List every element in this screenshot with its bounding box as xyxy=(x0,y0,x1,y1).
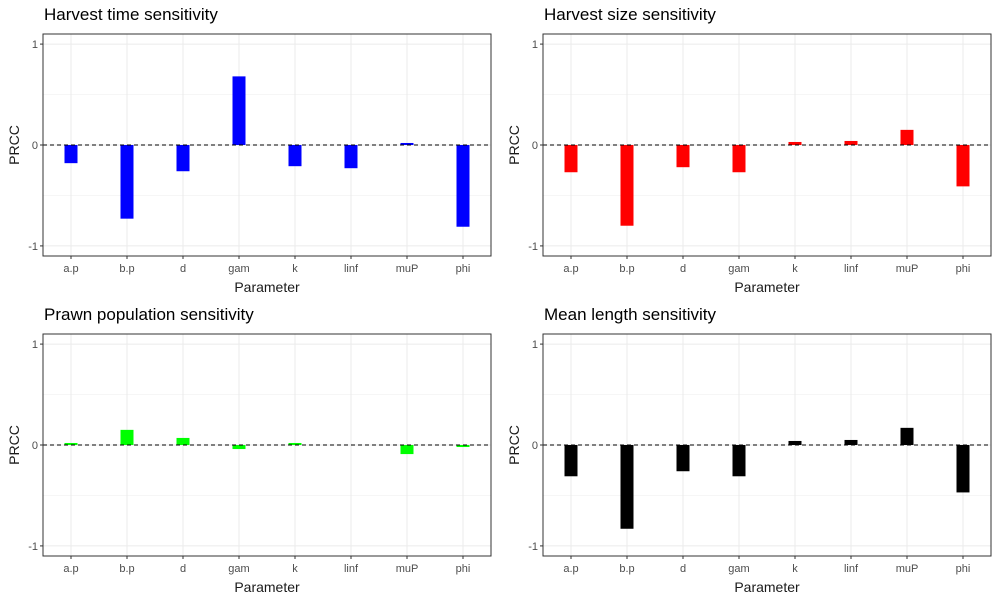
chart-panel-mean-length: -1 0 1 a.p b.p d gam k linf muP phi Mean length se… xyxy=(500,300,1000,600)
bar-gam xyxy=(232,76,246,145)
y-axis-label: PRCC xyxy=(6,425,22,465)
y-tick-label: -1 xyxy=(528,241,538,253)
x-tick-label: gam xyxy=(228,563,249,575)
x-tick-label: k xyxy=(292,263,298,275)
x-axis-label: Parameter xyxy=(234,579,300,595)
x-tick-label: linf xyxy=(844,563,859,575)
bar-phi xyxy=(956,445,970,493)
x-tick-label: muP xyxy=(396,563,419,575)
x-tick-label: k xyxy=(792,563,798,575)
bar-b.p xyxy=(120,145,134,219)
bar-d xyxy=(676,145,690,168)
y-tick-label: 0 xyxy=(32,440,38,452)
x-tick-label: a.p xyxy=(63,563,78,575)
y-tick-label: -1 xyxy=(528,541,538,553)
bar-a.p xyxy=(64,442,78,445)
x-tick-label: b.p xyxy=(619,263,634,275)
bar-b.p xyxy=(620,445,634,529)
y-axis-label: PRCC xyxy=(6,125,22,165)
x-tick-label: phi xyxy=(456,263,471,275)
x-tick-label: muP xyxy=(896,263,919,275)
chart-svg: -1 0 1 a.p b.p d gam k linf muP phi xyxy=(28,333,492,575)
y-tick-label: 1 xyxy=(532,39,538,51)
bar-d xyxy=(176,437,190,445)
x-tick-label: gam xyxy=(228,263,249,275)
x-tick-label: b.p xyxy=(119,263,134,275)
bar-k xyxy=(788,440,802,445)
x-tick-label: d xyxy=(180,563,186,575)
x-tick-label: muP xyxy=(396,263,419,275)
bar-k xyxy=(788,141,802,145)
chart-panel-prawn-population: -1 0 1 a.p b.p d gam k linf muP phi Prawn populati… xyxy=(0,300,500,600)
x-tick-label: k xyxy=(292,563,298,575)
bar-muP xyxy=(900,129,914,145)
bar-d xyxy=(676,445,690,472)
x-tick-label: linf xyxy=(344,263,359,275)
bar-muP xyxy=(400,142,414,145)
chart-panel-harvest-size: -1 0 1 a.p b.p d gam k linf muP phi Harvest size s… xyxy=(500,0,1000,300)
bar-k xyxy=(288,442,302,445)
x-tick-label: b.p xyxy=(619,563,634,575)
y-tick-label: 0 xyxy=(532,440,538,452)
x-tick-label: a.p xyxy=(563,263,578,275)
y-tick-label: -1 xyxy=(28,241,38,253)
y-tick-label: 1 xyxy=(32,339,38,351)
x-tick-label: phi xyxy=(456,563,471,575)
bar-linf xyxy=(844,140,858,145)
y-tick-label: 1 xyxy=(532,339,538,351)
y-axis-label: PRCC xyxy=(506,425,522,465)
x-tick-label: phi xyxy=(956,563,971,575)
y-tick-label: 0 xyxy=(532,140,538,152)
x-tick-label: d xyxy=(680,263,686,275)
bar-phi xyxy=(956,145,970,187)
x-axis-label: Parameter xyxy=(734,279,800,295)
y-tick-label: 1 xyxy=(32,39,38,51)
chart-svg: -1 0 1 a.p b.p d gam k linf muP phi xyxy=(528,333,992,575)
chart-title: Prawn population sensitivity xyxy=(44,305,254,324)
x-tick-label: gam xyxy=(728,263,749,275)
bar-muP xyxy=(900,427,914,445)
bar-b.p xyxy=(120,429,134,445)
bar-b.p xyxy=(620,145,634,226)
x-tick-label: phi xyxy=(956,263,971,275)
x-tick-label: b.p xyxy=(119,563,134,575)
bar-linf xyxy=(344,145,358,169)
bar-gam xyxy=(732,445,746,477)
x-tick-label: linf xyxy=(844,263,859,275)
x-tick-label: a.p xyxy=(563,563,578,575)
x-axis-label: Parameter xyxy=(734,579,800,595)
bar-k xyxy=(288,145,302,167)
chart-title: Harvest time sensitivity xyxy=(44,5,218,24)
chart-panel-harvest-time: -1 0 1 a.p b.p d gam k linf muP phi Harvest time s… xyxy=(0,0,500,300)
x-tick-label: d xyxy=(180,263,186,275)
bar-muP xyxy=(400,445,414,455)
x-tick-label: d xyxy=(680,563,686,575)
bar-a.p xyxy=(564,445,578,477)
chart-svg: -1 0 1 a.p b.p d gam k linf muP phi xyxy=(528,33,992,275)
y-tick-label: 0 xyxy=(32,140,38,152)
y-tick-label: -1 xyxy=(28,541,38,553)
chart-title: Harvest size sensitivity xyxy=(544,5,716,24)
bar-gam xyxy=(732,145,746,173)
bar-linf xyxy=(844,439,858,445)
bar-phi xyxy=(456,445,470,448)
x-tick-label: a.p xyxy=(63,263,78,275)
chart-title: Mean length sensitivity xyxy=(544,305,716,324)
bar-d xyxy=(176,145,190,172)
x-axis-label: Parameter xyxy=(234,279,300,295)
x-tick-label: muP xyxy=(896,563,919,575)
x-tick-label: k xyxy=(792,263,798,275)
chart-svg: -1 0 1 a.p b.p d gam k linf muP phi xyxy=(28,33,492,275)
x-tick-label: linf xyxy=(344,563,359,575)
y-axis-label: PRCC xyxy=(506,125,522,165)
x-tick-label: gam xyxy=(728,563,749,575)
bar-a.p xyxy=(564,145,578,173)
bar-a.p xyxy=(64,145,78,164)
bar-gam xyxy=(232,445,246,450)
bar-phi xyxy=(456,145,470,227)
